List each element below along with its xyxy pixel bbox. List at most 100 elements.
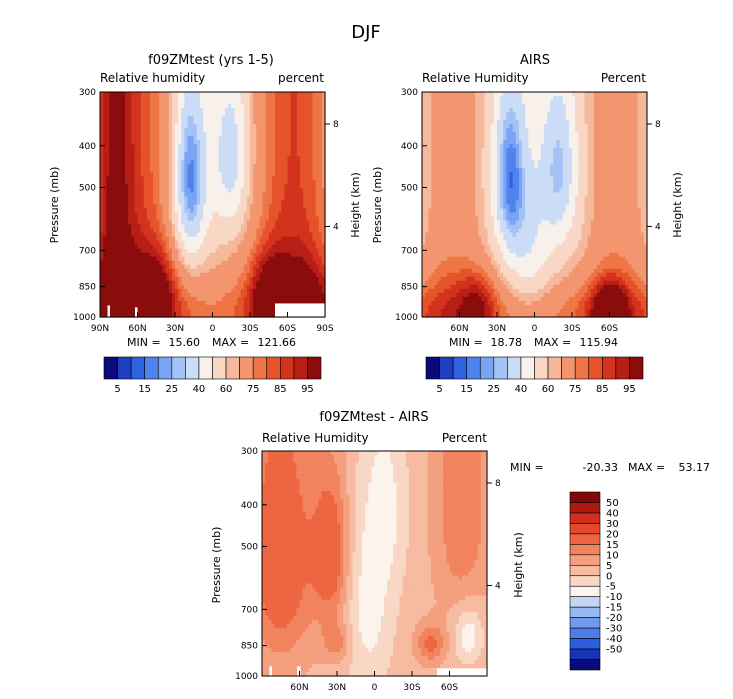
field-cell (209, 208, 214, 214)
field-cell (171, 212, 176, 218)
field-cell (159, 156, 164, 161)
field-cell (143, 128, 148, 133)
field-cell (109, 184, 114, 190)
field-cell (265, 144, 270, 149)
field-cell (121, 236, 126, 242)
field-cell (296, 148, 301, 153)
field-cell (193, 140, 198, 145)
field-cell (146, 148, 151, 153)
field-cell (243, 208, 248, 214)
field-cell (187, 104, 192, 109)
field-cell (190, 136, 195, 141)
field-cell (196, 220, 201, 226)
field-cell (178, 112, 182, 117)
field-cell (200, 132, 204, 137)
field-cell (112, 104, 117, 109)
field-cell (115, 100, 120, 105)
field-cell (278, 164, 282, 169)
field-cell (146, 112, 151, 117)
field-cell (231, 212, 235, 218)
field-cell (259, 176, 264, 181)
field-cell (206, 120, 210, 125)
field-cell (250, 96, 254, 101)
field-cell (165, 132, 170, 137)
field-cell (190, 140, 195, 145)
field-cell (206, 128, 210, 133)
field-cell (259, 172, 264, 177)
field-cell (303, 212, 307, 218)
field-cell (196, 236, 201, 242)
field-cell (271, 136, 276, 141)
field-cell (240, 116, 245, 121)
field-cell (293, 120, 298, 125)
field-cell (134, 176, 139, 181)
field-cell (225, 184, 229, 190)
field-cell (206, 116, 210, 121)
field-cell (321, 204, 326, 210)
field-cell (165, 232, 170, 238)
field-cell (237, 104, 242, 109)
field-cell (212, 152, 217, 157)
field-cell (106, 236, 110, 242)
field-cell (212, 172, 217, 177)
field-cell (112, 172, 117, 177)
field-cell (234, 216, 239, 222)
field-cell (128, 204, 132, 210)
field-cell (196, 136, 201, 141)
field-cell (306, 176, 310, 181)
field-cell (190, 124, 195, 129)
field-cell (231, 172, 235, 177)
field-cell (106, 200, 110, 206)
field-cell (150, 224, 154, 230)
field-cell (109, 168, 114, 173)
field-cell (137, 124, 142, 129)
field-cell (321, 144, 326, 149)
field-cell (318, 144, 323, 149)
field-cell (278, 176, 282, 181)
field-cell (284, 92, 289, 97)
field-cell (275, 140, 279, 145)
field-cell (265, 120, 270, 125)
field-cell (206, 148, 210, 153)
field-cell (215, 232, 220, 238)
field-cell (106, 132, 110, 137)
field-cell (184, 236, 189, 242)
field-cell (296, 216, 301, 222)
field-cell (296, 92, 301, 97)
field-cell (318, 148, 323, 153)
field-cell (225, 92, 229, 97)
field-cell (178, 120, 182, 125)
field-cell (175, 96, 179, 101)
field-cell (153, 160, 157, 165)
field-cell (296, 132, 301, 137)
field-cell (115, 160, 120, 165)
field-cell (203, 128, 207, 133)
colorbar-swatch (144, 356, 159, 380)
field-cell (303, 96, 307, 101)
field-cell (215, 184, 220, 190)
field-cell (240, 164, 245, 169)
field-cell (125, 220, 129, 226)
field-cell (315, 212, 320, 218)
field-cell (115, 108, 120, 113)
field-cell (143, 144, 148, 149)
field-cell (162, 136, 167, 141)
field-cell (243, 116, 248, 121)
field-cell (240, 144, 245, 149)
field-cell (309, 232, 314, 238)
field-cell (140, 96, 145, 101)
field-cell (165, 236, 170, 242)
field-cell (312, 92, 317, 97)
field-cell (153, 180, 157, 186)
field-cell (190, 232, 195, 238)
field-cell (225, 100, 229, 105)
field-cell (190, 156, 195, 161)
field-cell (162, 132, 167, 137)
field-cell (106, 212, 110, 218)
field-cell (159, 172, 164, 177)
colorbar-swatch (266, 356, 281, 380)
field-cell (243, 144, 248, 149)
field-cell (100, 220, 104, 226)
field-cell (103, 204, 107, 210)
field-cell (203, 124, 207, 129)
